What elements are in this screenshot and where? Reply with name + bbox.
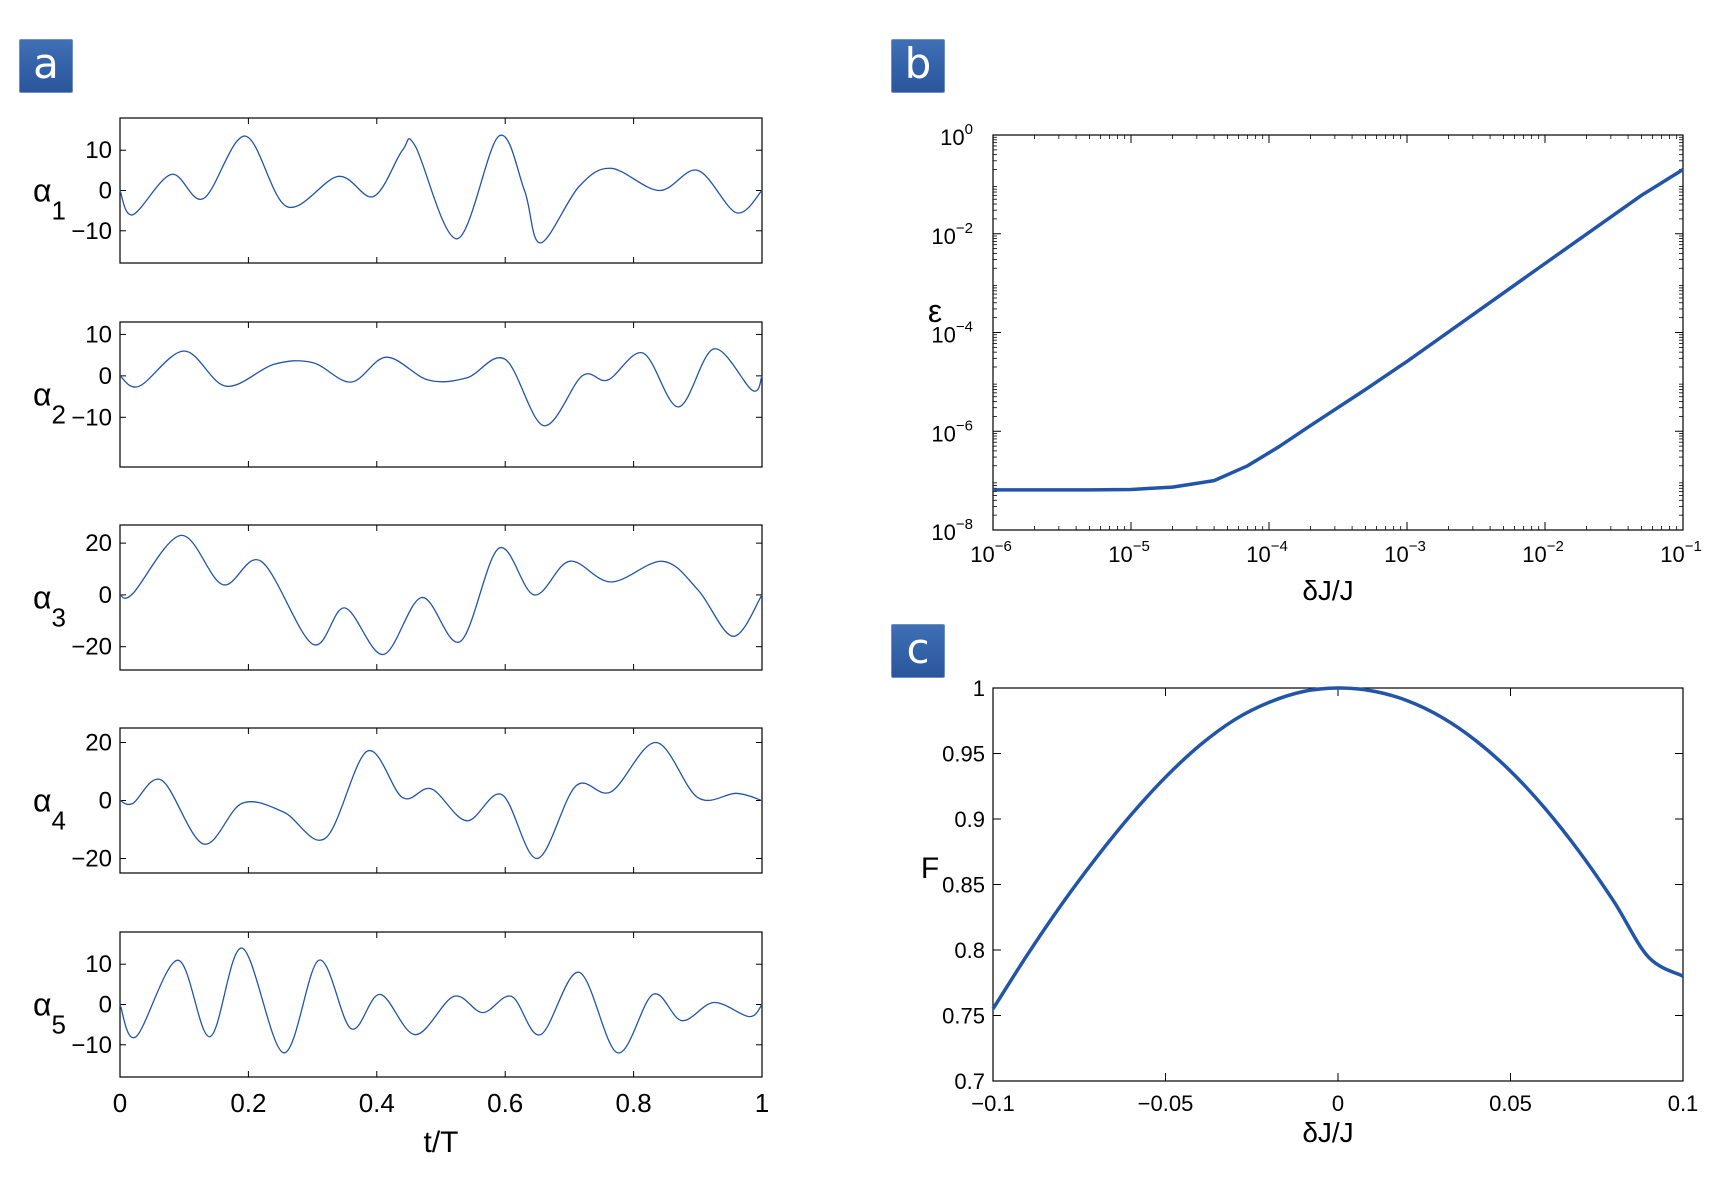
y-tick-label: −20 — [71, 634, 112, 661]
series-fidelity — [991, 686, 1684, 1010]
y-tick-label: 100 — [940, 121, 973, 150]
x-tick-label: 1 — [755, 1088, 769, 1118]
y-tick-label: −20 — [71, 846, 112, 873]
x-tick-label: 0.8 — [616, 1088, 652, 1118]
panel-b-frame — [992, 134, 1684, 531]
panel-b-label: b — [891, 39, 945, 93]
series-alpha-4 — [119, 741, 763, 860]
panel-c-xlabel: δJ/J — [1302, 1117, 1353, 1148]
series-alpha-3 — [119, 534, 763, 656]
subplot-a2-ylabel: α2 — [33, 377, 66, 430]
y-tick-label: 0.8 — [954, 938, 985, 963]
y-tick-label: −10 — [71, 218, 112, 245]
y-tick-label: 1 — [973, 676, 985, 701]
x-tick-label: 0.05 — [1489, 1091, 1532, 1116]
x-tick-label: 10−4 — [1246, 538, 1288, 567]
panel-c-ylabel: F — [921, 852, 939, 885]
subplot-a1-frame — [119, 117, 763, 264]
panel-b-ylabel: ε — [928, 293, 942, 329]
x-tick-label: 10−3 — [1384, 538, 1426, 567]
x-tick-label: 0.4 — [359, 1088, 395, 1118]
y-tick-label: 0.7 — [954, 1069, 985, 1094]
x-tick-label: 10−5 — [1108, 538, 1150, 567]
panel-c-label: c — [891, 624, 945, 678]
y-tick-label: 10−8 — [931, 516, 973, 545]
y-tick-label: 0.75 — [942, 1004, 985, 1029]
y-tick-label: 0.85 — [942, 873, 985, 898]
y-tick-label: −10 — [71, 1032, 112, 1059]
subplot-a3-frame — [119, 524, 763, 671]
y-tick-label: 0 — [99, 582, 112, 609]
series-alpha-1 — [119, 134, 763, 244]
subplot-a4-ylabel: α4 — [33, 783, 66, 836]
y-tick-label: 10−6 — [931, 417, 973, 446]
y-tick-label: 0 — [99, 178, 112, 205]
y-tick-label: 0.9 — [954, 807, 985, 832]
panel-a-label: a — [19, 39, 73, 93]
series-alpha-5 — [119, 947, 763, 1054]
y-tick-label: 10−2 — [931, 220, 973, 249]
y-tick-label: 0 — [99, 363, 112, 390]
x-tick-label: 0 — [1332, 1091, 1344, 1116]
y-tick-label: 0 — [99, 788, 112, 815]
y-tick-label: 10 — [85, 137, 112, 164]
panel-a-xlabel: t/T — [424, 1126, 459, 1159]
x-tick-label: −0.1 — [971, 1091, 1014, 1116]
x-tick-label: 10−1 — [1660, 538, 1702, 567]
subplot-a3-ylabel: α3 — [33, 580, 66, 633]
y-tick-label: 0 — [99, 992, 112, 1019]
y-tick-label: 20 — [85, 730, 112, 757]
y-tick-label: −10 — [71, 404, 112, 431]
x-tick-label: −0.05 — [1138, 1091, 1194, 1116]
y-tick-label: 10 — [85, 951, 112, 978]
panel-c-frame — [992, 687, 1684, 1082]
x-tick-label: 10−6 — [970, 538, 1012, 567]
panel-b-xlabel: δJ/J — [1302, 575, 1353, 606]
series-epsilon — [993, 168, 1684, 492]
subplot-a1-ylabel: α1 — [33, 173, 66, 226]
y-tick-label: 0.95 — [942, 742, 985, 767]
series-alpha-2 — [119, 348, 763, 427]
subplot-a5-ylabel: α5 — [33, 987, 66, 1040]
subplot-a5-frame — [119, 931, 763, 1078]
y-tick-label: 10−4 — [931, 319, 973, 348]
x-tick-label: 0 — [113, 1088, 127, 1118]
x-tick-label: 10−2 — [1522, 538, 1564, 567]
x-tick-label: 0.6 — [487, 1088, 523, 1118]
x-tick-label: 0.1 — [1668, 1091, 1699, 1116]
y-tick-label: 20 — [85, 530, 112, 557]
x-tick-label: 0.2 — [230, 1088, 266, 1118]
subplot-a2-frame — [119, 321, 763, 468]
y-tick-label: 10 — [85, 321, 112, 348]
